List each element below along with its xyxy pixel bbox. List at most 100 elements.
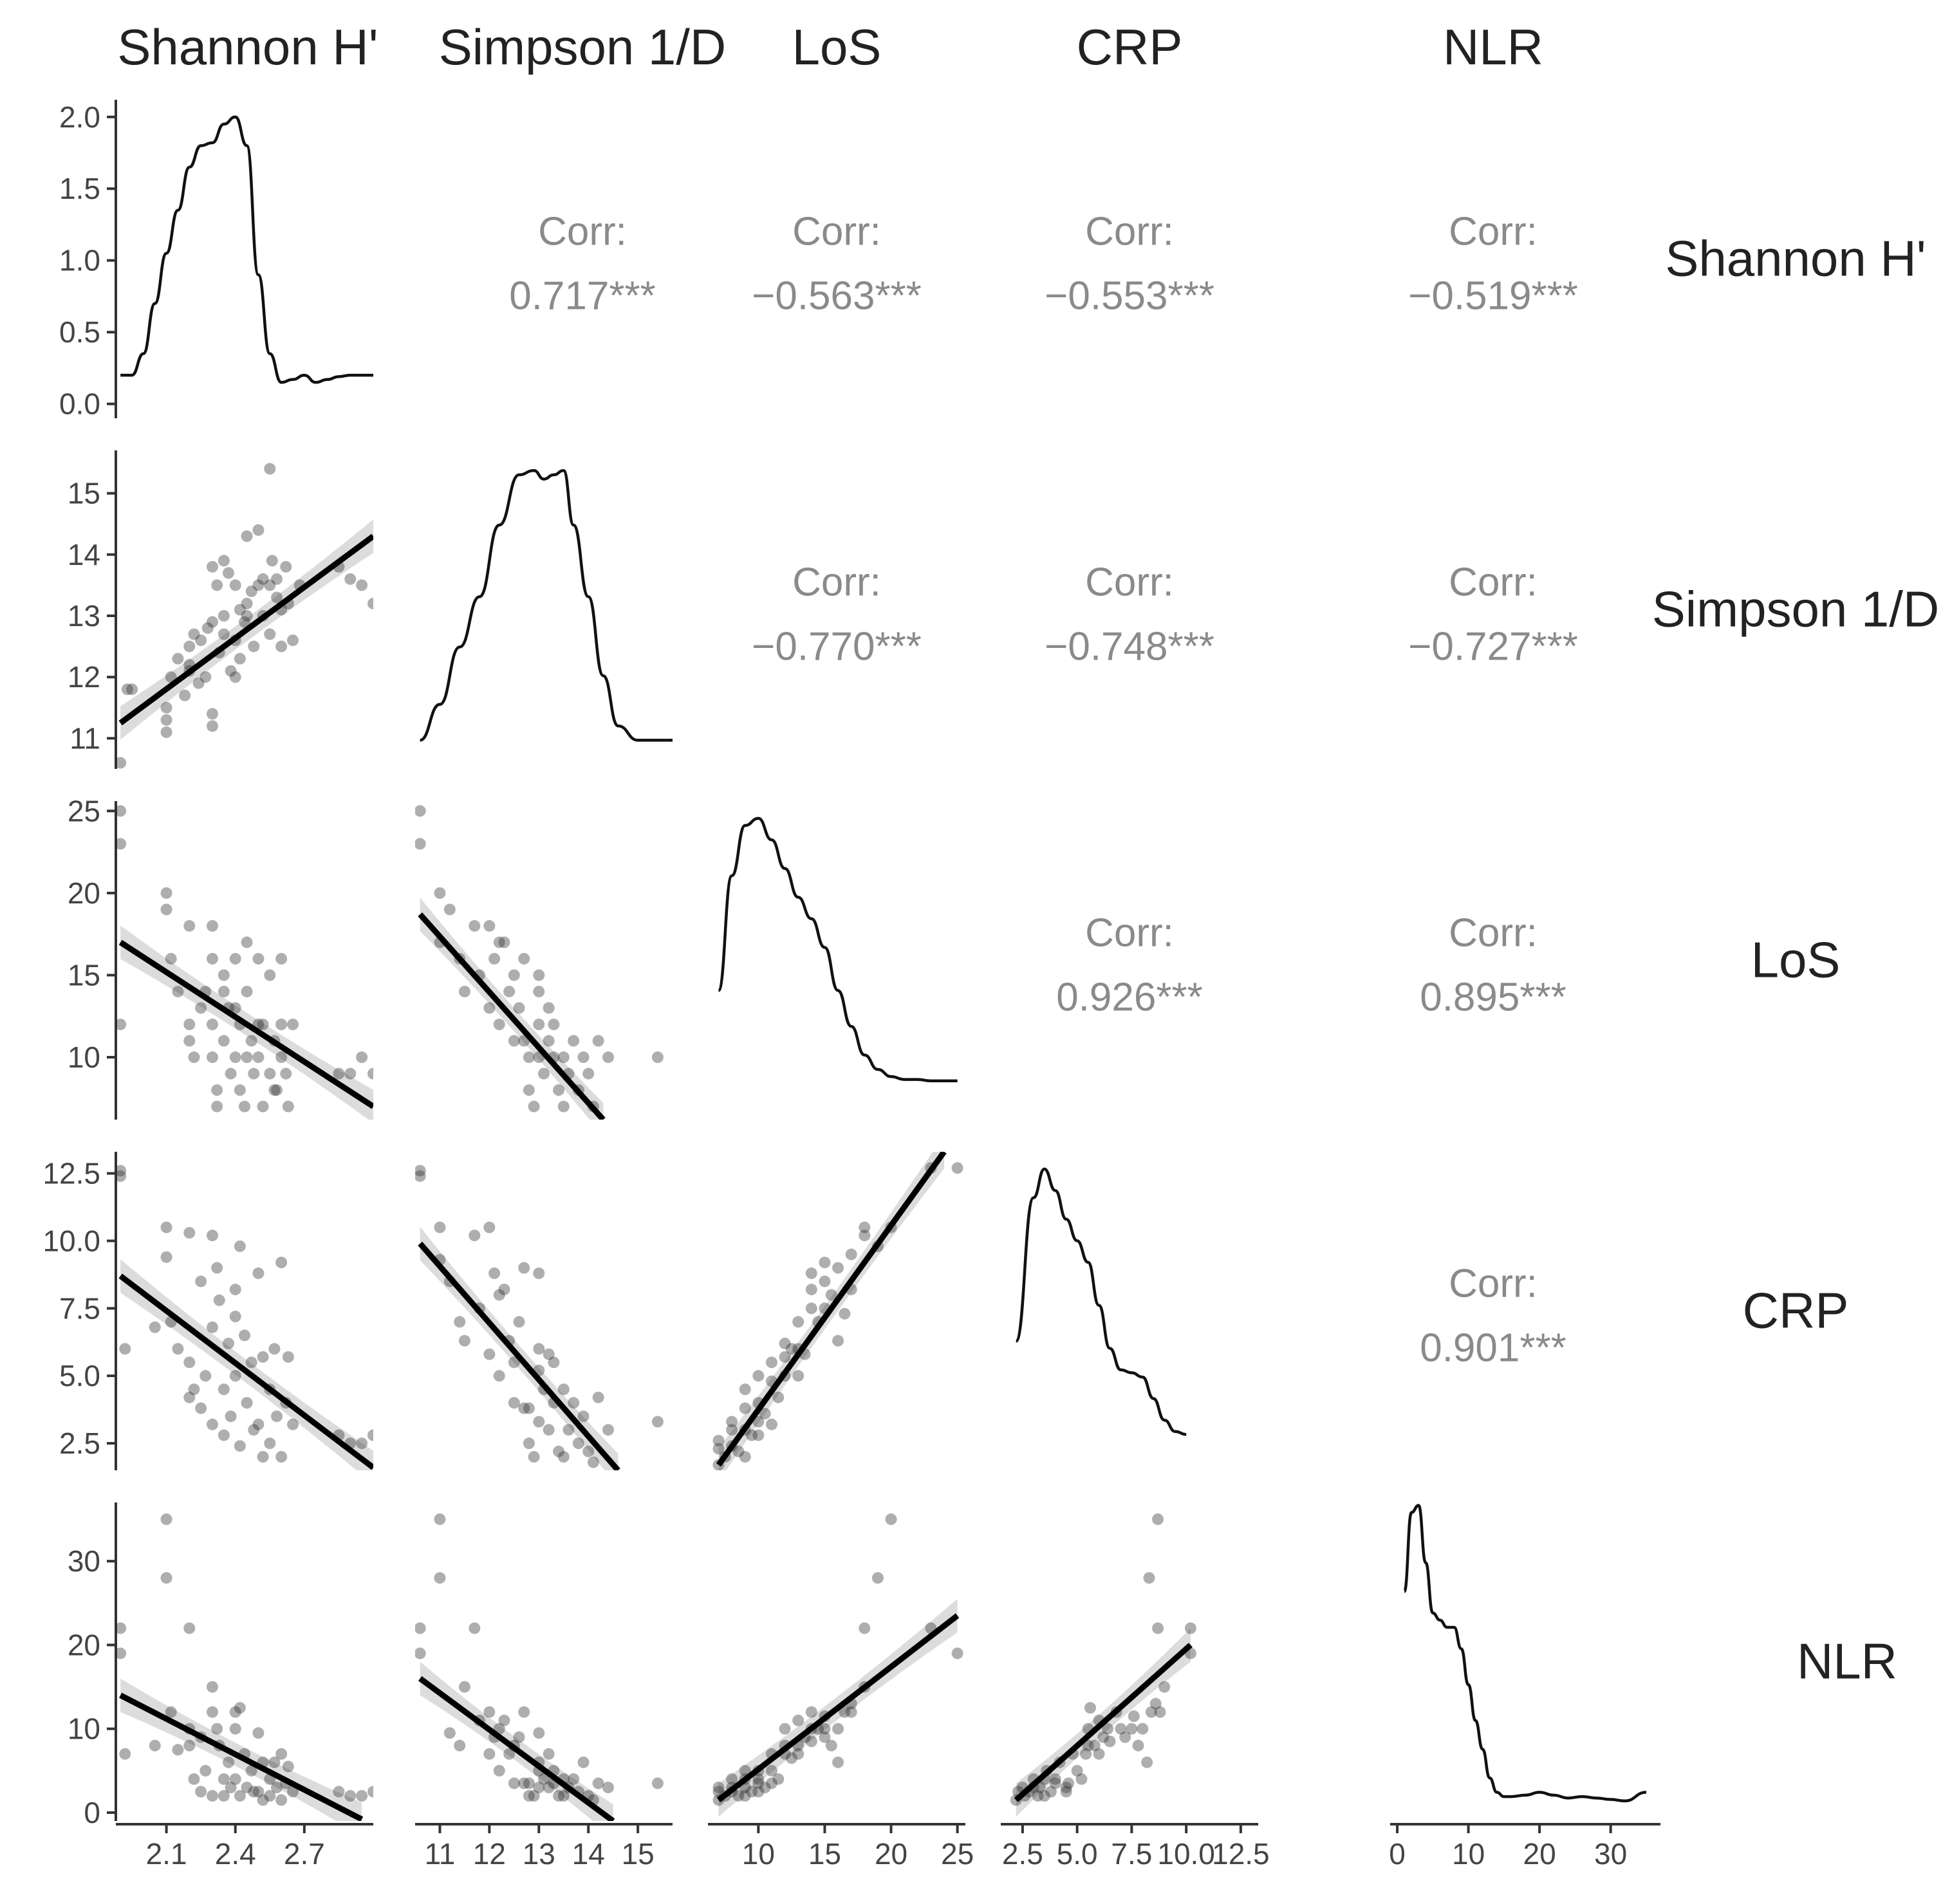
scatter-point: [493, 1764, 505, 1777]
scatter-point: [577, 1756, 590, 1768]
scatter-point: [287, 1786, 299, 1798]
density-curve-simpson-1-d: [419, 468, 673, 742]
scatter-panel-los-vs-crp: [712, 1152, 963, 1470]
scatter-point: [207, 1019, 218, 1031]
scatter-point: [592, 1391, 604, 1403]
scatter-point: [765, 1356, 777, 1369]
scatter-point: [533, 1416, 545, 1428]
regression-line: [716, 1613, 960, 1802]
scatter-point: [116, 838, 127, 850]
scatter-point: [443, 903, 456, 916]
scatter-point: [257, 573, 269, 585]
scatter-point: [1119, 1731, 1131, 1743]
scatter-point: [241, 597, 253, 609]
scatter-point: [218, 1773, 230, 1785]
scatter-point: [602, 1424, 614, 1436]
scatter-point: [752, 1773, 765, 1785]
y-tick-label: 12: [68, 660, 100, 694]
scatter-point: [225, 665, 237, 677]
scatter-point: [498, 936, 510, 948]
scatter-point: [557, 1051, 570, 1064]
scatter-point: [195, 1786, 207, 1798]
scatter-point: [1104, 1735, 1116, 1748]
scatter-point: [548, 1356, 560, 1369]
scatter-point: [271, 591, 283, 604]
scatter-point: [275, 1256, 288, 1268]
scatter-point: [819, 1731, 831, 1743]
scatter-point: [183, 1019, 196, 1031]
scatter-point: [229, 1310, 241, 1322]
column-header-simpson-1-d: Simpson 1/D: [439, 19, 727, 75]
y-tick-label: 13: [68, 599, 100, 633]
scatter-point: [772, 1773, 785, 1785]
scatter-point: [1093, 1748, 1105, 1760]
corr-value-simpson-1-d-crp: −0.748***: [1045, 625, 1214, 669]
scatter-point: [415, 838, 426, 850]
scatter-point: [533, 985, 545, 997]
scatter-point: [241, 985, 253, 997]
x-tick-label: 10.0: [1157, 1837, 1215, 1871]
scatter-point: [785, 1752, 797, 1764]
scatter-point: [333, 1786, 345, 1798]
scatter-point: [518, 1777, 530, 1789]
scatter-point: [248, 1068, 260, 1080]
scatter-point: [160, 1572, 172, 1584]
scatter-point: [557, 1789, 570, 1802]
scatter-point: [493, 1019, 505, 1031]
scatter-point: [287, 1019, 299, 1031]
y-tick-label: 7.5: [59, 1291, 100, 1325]
scatter-point: [553, 1445, 565, 1457]
scatter-point: [252, 1051, 265, 1064]
scatter-point: [287, 634, 299, 647]
scatter-point: [275, 1019, 288, 1031]
scatter-point: [1063, 1777, 1075, 1789]
scatter-point: [367, 1429, 373, 1441]
scatter-point: [356, 1051, 368, 1064]
scatter-point: [183, 920, 196, 932]
scatter-point: [651, 1051, 664, 1064]
scatter-point: [839, 1706, 851, 1718]
scatter-point: [188, 1051, 200, 1064]
scatter-point: [859, 1221, 871, 1234]
scatter-point: [280, 1068, 292, 1080]
scatter-point: [218, 985, 230, 997]
scatter-point: [252, 1727, 265, 1739]
scatter-point: [119, 1748, 131, 1760]
scatter-point: [454, 1739, 466, 1751]
scatter-point: [493, 1370, 505, 1382]
scatter-point: [211, 1084, 223, 1096]
scatter-point: [239, 1100, 250, 1113]
column-header-los: LoS: [792, 19, 882, 75]
scatter-point: [223, 1337, 234, 1349]
scatter-point: [503, 985, 516, 997]
scatter-point: [218, 1789, 230, 1802]
scatter-point: [149, 1739, 161, 1751]
regression-line: [716, 1152, 947, 1467]
scatter-point: [557, 1451, 570, 1463]
column-header-shannon-h: Shannon H': [117, 19, 378, 75]
scatter-point: [268, 1343, 281, 1355]
scatter-point: [192, 677, 205, 689]
scatter-point: [245, 585, 257, 597]
regression-line: [118, 939, 373, 1109]
scatter-point: [116, 805, 127, 817]
x-tick-label: 5.0: [1057, 1837, 1098, 1871]
scatter-point: [498, 1283, 510, 1295]
scatter-point: [1045, 1786, 1057, 1798]
corr-value-los-crp: 0.926***: [1056, 975, 1203, 1020]
scatter-panel-shannon-h-vs-nlr: [116, 1513, 373, 1821]
scatter-point: [195, 1002, 207, 1014]
scatter-point: [553, 1789, 565, 1802]
x-tick-label: 0: [1389, 1837, 1406, 1871]
corr-label: Corr:: [1085, 210, 1174, 254]
scatter-point: [200, 1370, 212, 1382]
scatter-point: [819, 1723, 831, 1735]
scatter-point: [1154, 1706, 1166, 1718]
scatter-point: [183, 1739, 196, 1751]
scatter-point: [739, 1402, 751, 1414]
scatter-point: [160, 701, 172, 714]
scatter-point: [508, 1035, 520, 1047]
x-tick-label: 11: [425, 1837, 456, 1871]
scatter-point: [179, 689, 191, 701]
